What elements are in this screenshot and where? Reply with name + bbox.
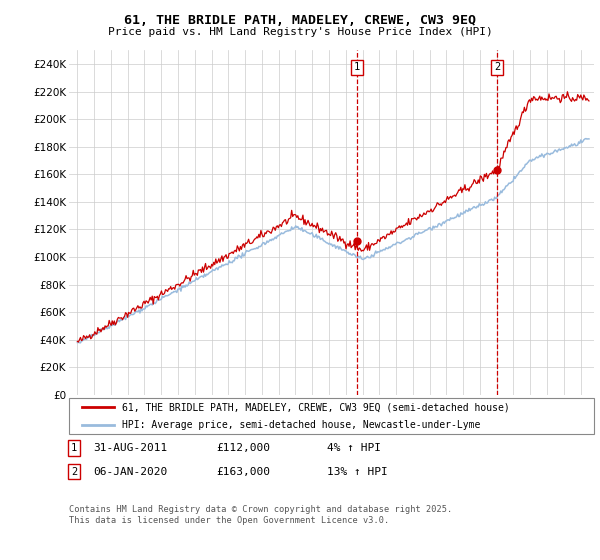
FancyBboxPatch shape	[69, 398, 594, 434]
Text: 61, THE BRIDLE PATH, MADELEY, CREWE, CW3 9EQ: 61, THE BRIDLE PATH, MADELEY, CREWE, CW3…	[124, 14, 476, 27]
Text: 4% ↑ HPI: 4% ↑ HPI	[327, 443, 381, 453]
Text: 31-AUG-2011: 31-AUG-2011	[93, 443, 167, 453]
Text: 13% ↑ HPI: 13% ↑ HPI	[327, 466, 388, 477]
Text: Price paid vs. HM Land Registry's House Price Index (HPI): Price paid vs. HM Land Registry's House …	[107, 27, 493, 37]
Text: £163,000: £163,000	[216, 466, 270, 477]
Text: 06-JAN-2020: 06-JAN-2020	[93, 466, 167, 477]
Text: 1: 1	[71, 443, 77, 453]
Text: 2: 2	[494, 63, 500, 72]
Text: 1: 1	[354, 63, 360, 72]
Text: 61, THE BRIDLE PATH, MADELEY, CREWE, CW3 9EQ (semi-detached house): 61, THE BRIDLE PATH, MADELEY, CREWE, CW3…	[121, 403, 509, 412]
Text: 2: 2	[71, 466, 77, 477]
Text: £112,000: £112,000	[216, 443, 270, 453]
Text: HPI: Average price, semi-detached house, Newcastle-under-Lyme: HPI: Average price, semi-detached house,…	[121, 420, 480, 430]
Text: Contains HM Land Registry data © Crown copyright and database right 2025.
This d: Contains HM Land Registry data © Crown c…	[69, 505, 452, 525]
